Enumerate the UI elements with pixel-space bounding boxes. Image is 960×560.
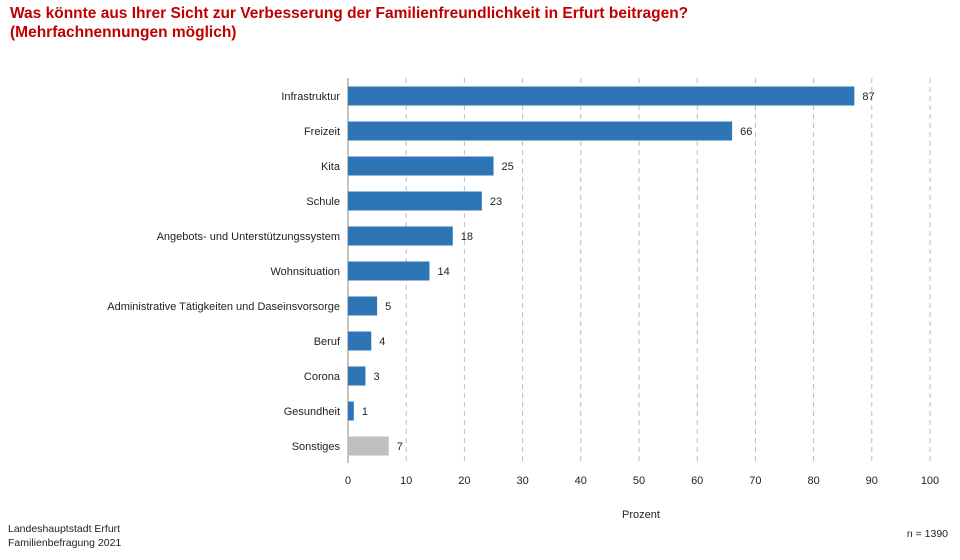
x-tick-label: 70 [749, 475, 761, 487]
category-label: Gesundheit [284, 406, 340, 418]
category-label: Administrative Tätigkeiten und Daseinsvo… [107, 301, 340, 313]
x-tick-label: 40 [575, 475, 587, 487]
bar [348, 331, 372, 351]
category-label: Infrastruktur [281, 91, 340, 103]
category-label: Beruf [314, 336, 341, 348]
bar [348, 86, 855, 106]
x-tick-label: 0 [345, 475, 351, 487]
category-label: Kita [321, 161, 341, 173]
x-tick-label: 80 [807, 475, 819, 487]
chart-title: Was könnte aus Ihrer Sicht zur Verbesser… [10, 4, 688, 42]
x-tick-label: 90 [866, 475, 878, 487]
source-note: Landeshauptstadt Erfurt Familienbefragun… [8, 523, 121, 550]
data-label: 5 [385, 301, 391, 313]
data-label: 7 [397, 441, 403, 453]
category-label: Corona [304, 371, 341, 383]
data-label: 1 [362, 406, 368, 418]
category-label: Sonstiges [292, 441, 341, 453]
x-tick-label: 100 [921, 475, 939, 487]
bar [348, 296, 378, 316]
data-label: 66 [740, 126, 752, 138]
sample-size: n = 1390 [906, 528, 948, 540]
category-label: Angebots- und Unterstützungssystem [157, 231, 340, 243]
bar [348, 121, 733, 141]
category-label: Schule [306, 196, 340, 208]
data-label: 14 [437, 266, 449, 278]
bar [348, 436, 389, 456]
x-tick-label: 60 [691, 475, 703, 487]
data-label: 25 [502, 161, 514, 173]
bar [348, 261, 430, 281]
data-label: 3 [373, 371, 379, 383]
chart-title-line1: Was könnte aus Ihrer Sicht zur Verbesser… [10, 5, 689, 22]
data-label: 4 [379, 336, 385, 348]
x-axis-title: Prozent [622, 509, 660, 521]
x-tick-label: 10 [400, 475, 412, 487]
category-label: Freizeit [304, 126, 340, 138]
bar [348, 156, 494, 176]
x-tick-label: 30 [516, 475, 528, 487]
bar [348, 226, 453, 246]
bar [348, 191, 482, 211]
bar [348, 366, 366, 386]
bar [348, 401, 354, 421]
x-tick-label: 50 [633, 475, 645, 487]
data-label: 23 [490, 196, 502, 208]
chart-title-line2: (Mehrfachnennungen möglich) [10, 24, 237, 41]
data-label: 87 [862, 91, 874, 103]
x-tick-label: 20 [458, 475, 470, 487]
data-label: 18 [461, 231, 473, 243]
source-line-2: Familienbefragung 2021 [8, 536, 122, 549]
category-label: Wohnsituation [270, 266, 340, 278]
source-line-1: Landeshauptstadt Erfurt [8, 523, 121, 535]
